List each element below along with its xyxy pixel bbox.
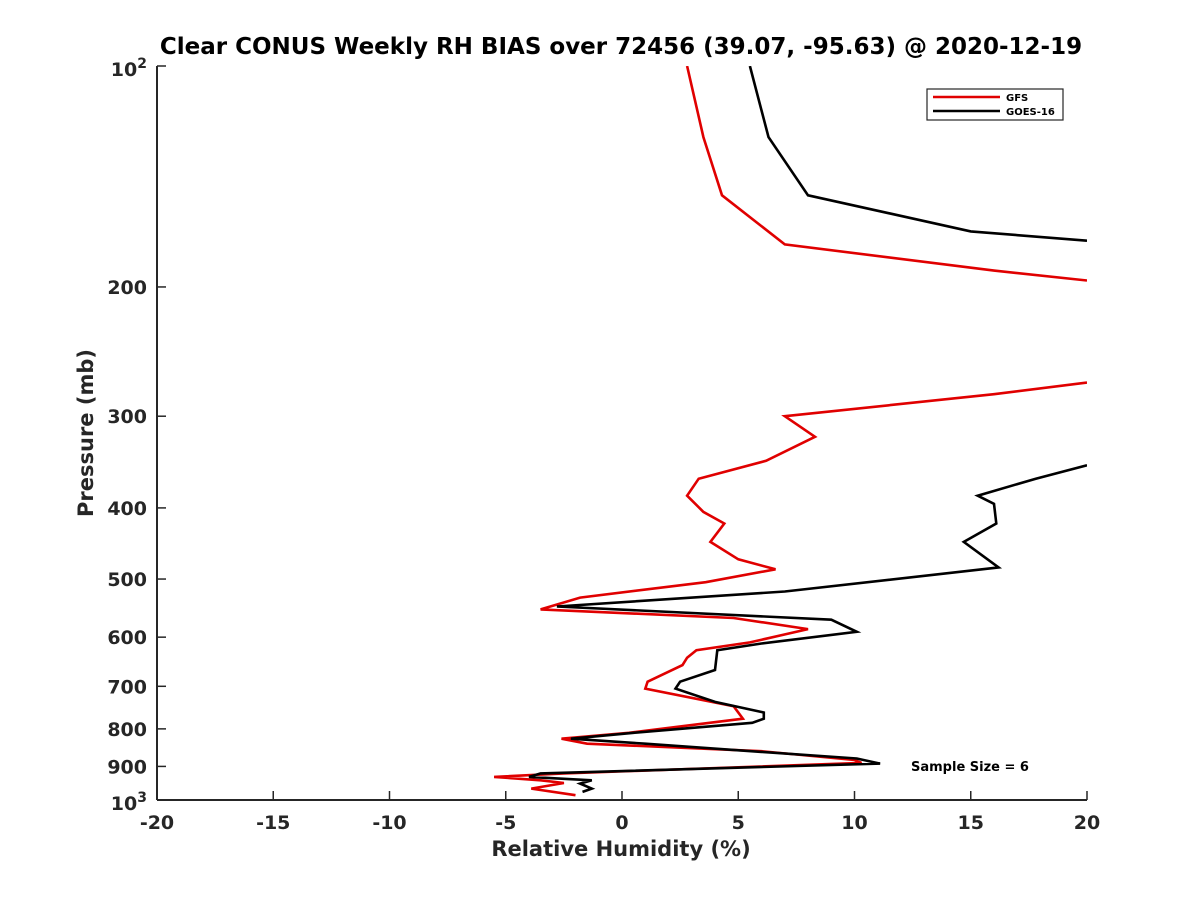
y-tick-label: 300 — [107, 406, 147, 428]
y-tick-label: 800 — [107, 719, 147, 741]
x-tick-label: -15 — [256, 812, 290, 834]
legend-label-goes16: GOES-16 — [1006, 107, 1055, 118]
y-tick-label: 900 — [107, 756, 147, 778]
y-top-base: 10 — [111, 59, 137, 81]
plot-area — [156, 66, 1087, 801]
x-tick-label: 20 — [1074, 812, 1100, 834]
y-tick-label-top: 102 — [111, 56, 147, 81]
y-tick-label: 400 — [107, 498, 147, 520]
y-bottom-base: 10 — [111, 793, 137, 815]
y-tick-label-bottom: 103 — [111, 790, 147, 815]
y-bottom-exp: 3 — [137, 790, 147, 806]
x-tick-label: 10 — [841, 812, 867, 834]
x-tick-label: -10 — [372, 812, 406, 834]
x-tick-label: 0 — [615, 812, 628, 834]
legend-label-gfs: GFS — [1006, 93, 1028, 104]
x-axis-label: Relative Humidity (%) — [491, 837, 750, 861]
y-tick-label: 200 — [107, 277, 147, 299]
y-tick-label: 500 — [107, 569, 147, 591]
chart-title: Clear CONUS Weekly RH BIAS over 72456 (3… — [160, 34, 1082, 60]
plot-background — [157, 66, 1087, 800]
y-axis-label: Pressure (mb) — [74, 349, 98, 517]
y-axis-ticks: 200 300 400 500 600 700 800 900 — [107, 65, 166, 801]
sample-size-annotation: Sample Size = 6 — [911, 760, 1029, 775]
series-line-goes16 — [528, 66, 1087, 794]
y-top-exp: 2 — [137, 56, 147, 72]
legend: GFS GOES-16 — [926, 88, 1064, 121]
series-layer — [494, 66, 1087, 797]
y-tick-label: 700 — [107, 676, 147, 698]
x-tick-label: -5 — [495, 812, 516, 834]
y-tick-label: 600 — [107, 627, 147, 649]
legend-box — [926, 88, 1064, 121]
x-axis-ticks: -20 -15 -10 -5 0 5 10 15 20 — [140, 791, 1100, 834]
x-tick-label: 15 — [958, 812, 984, 834]
x-tick-label: -20 — [140, 812, 174, 834]
x-tick-label: 5 — [732, 812, 745, 834]
